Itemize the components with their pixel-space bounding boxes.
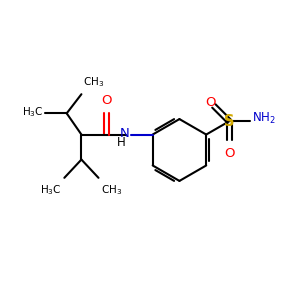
Text: H$_3$C: H$_3$C	[40, 183, 62, 197]
Text: NH$_2$: NH$_2$	[252, 111, 276, 127]
Text: CH$_3$: CH$_3$	[101, 183, 122, 197]
Text: H$_3$C: H$_3$C	[22, 105, 44, 119]
Text: CH$_3$: CH$_3$	[83, 75, 104, 89]
Text: O: O	[224, 147, 234, 160]
Text: N: N	[120, 127, 130, 140]
Text: S: S	[224, 114, 234, 129]
Text: O: O	[205, 96, 216, 109]
Text: O: O	[101, 94, 112, 107]
Text: H: H	[117, 136, 125, 149]
